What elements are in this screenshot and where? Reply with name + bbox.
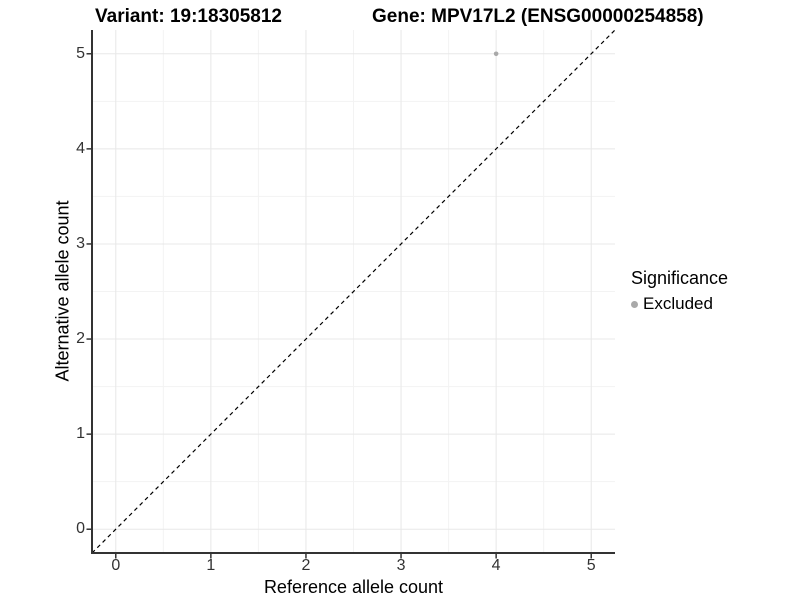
- x-tick-label: 3: [396, 557, 406, 574]
- legend-entry-label: Excluded: [643, 294, 713, 313]
- legend: Significance Excluded: [631, 268, 728, 314]
- y-tick-label: 1: [76, 425, 85, 443]
- y-tick-label: 0: [76, 520, 85, 538]
- x-tick-label: 0: [111, 557, 121, 574]
- legend-point-icon: [631, 300, 638, 308]
- y-tick-label: 3: [76, 234, 85, 252]
- x-axis-title: Reference allele count: [263, 577, 444, 597]
- x-tick-label: 2: [301, 557, 311, 574]
- identity-line: [91, 29, 616, 554]
- plot-title-variant: Variant: 19:18305812: [95, 6, 282, 27]
- x-tick-label: 4: [491, 557, 501, 574]
- plot-title-gene: Gene: MPV17L2 (ENSG00000254858): [372, 6, 704, 27]
- legend-title: Significance: [631, 268, 729, 288]
- y-tick-label: 5: [76, 44, 85, 62]
- legend-entry-excluded: Excluded: [631, 294, 728, 314]
- y-axis-title: Alternative allele count: [52, 200, 73, 382]
- data-point: [493, 51, 499, 57]
- x-tick-label: 1: [206, 557, 216, 574]
- y-tick-label: 4: [76, 139, 85, 157]
- y-tick-label: 2: [76, 330, 85, 348]
- x-tick-label: 5: [586, 557, 596, 574]
